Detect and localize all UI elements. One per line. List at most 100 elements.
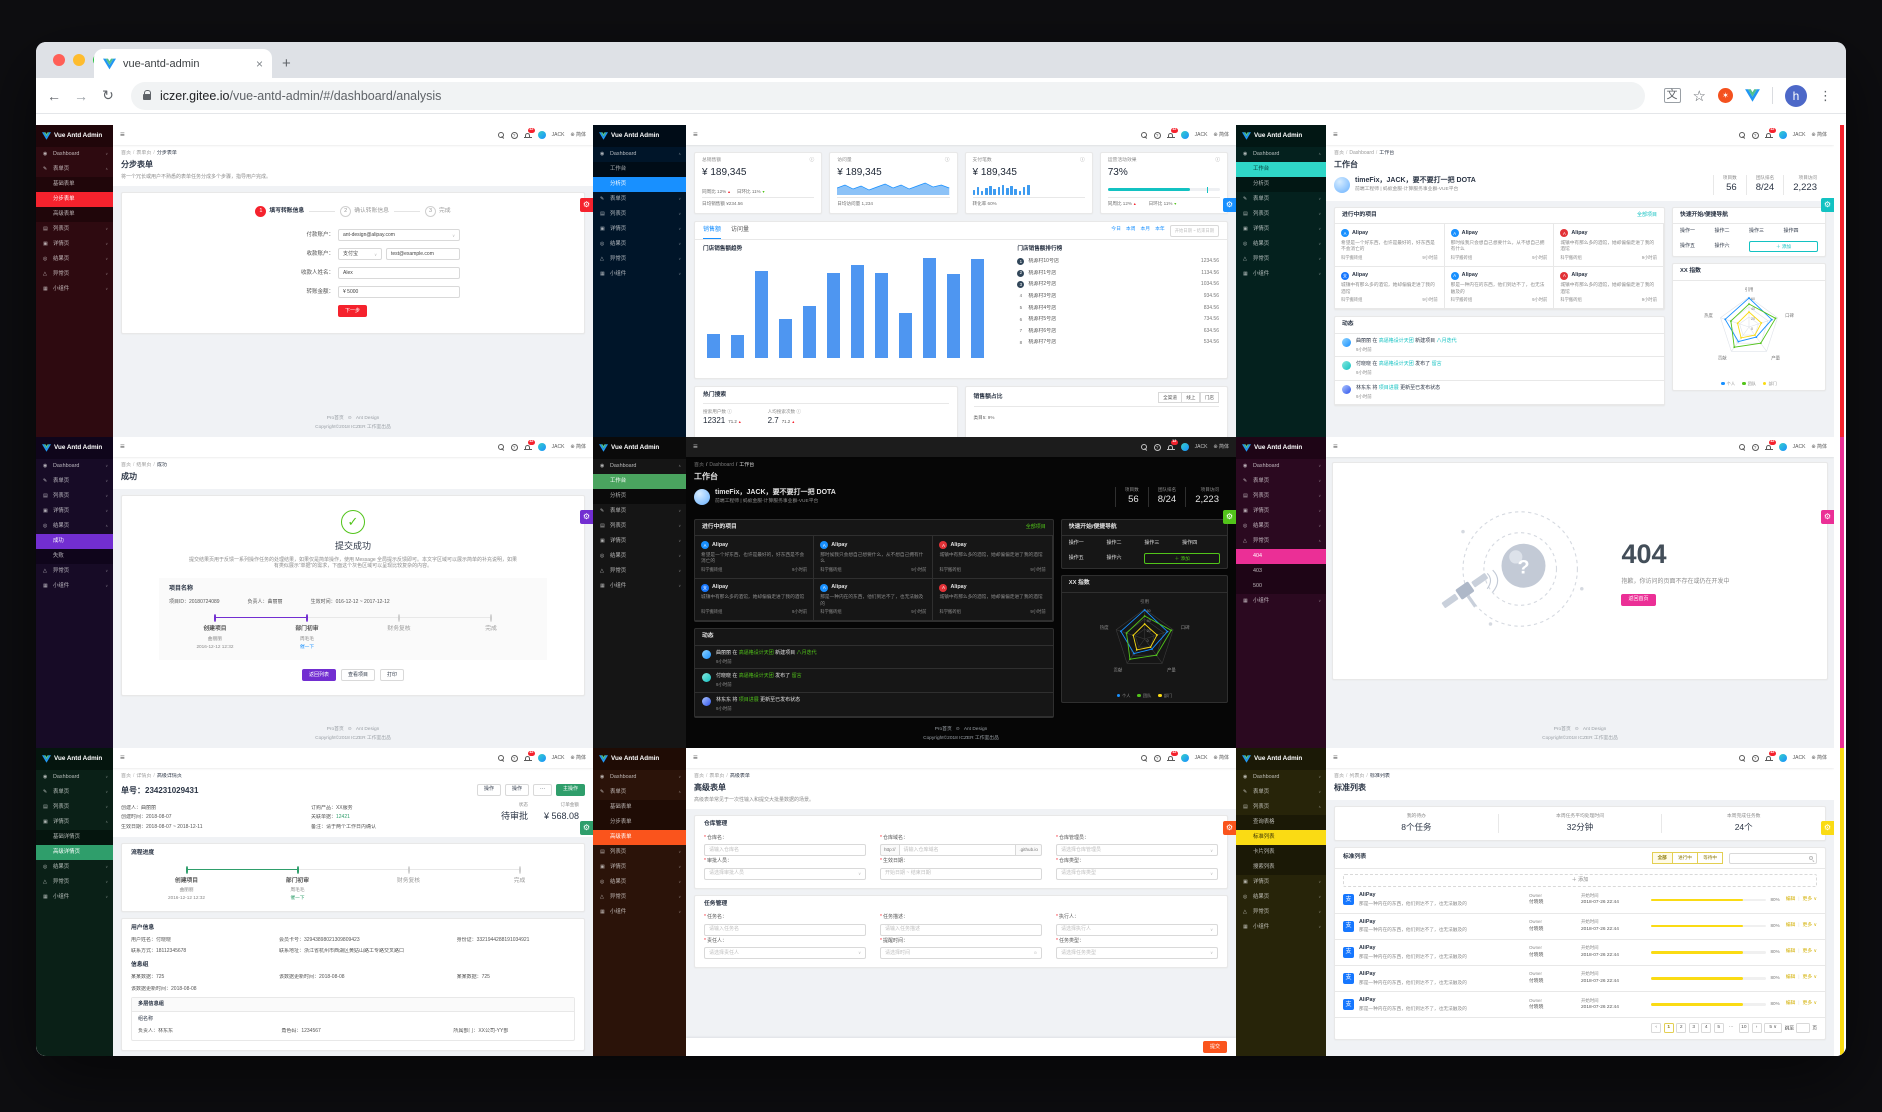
- sidebar-item[interactable]: ◎ 结果页 ∧: [43, 522, 108, 530]
- edit-link[interactable]: 编辑: [1785, 1001, 1796, 1007]
- all-projects-link[interactable]: 全部项目: [1637, 212, 1658, 219]
- sidebar-item[interactable]: ▣ 详情页 ∨: [600, 537, 681, 545]
- page-button[interactable]: 2: [1676, 1023, 1687, 1034]
- minimize-window-button[interactable]: [73, 54, 85, 66]
- select-field[interactable]: 请选择仓库类型 ∨: [1056, 867, 1218, 880]
- sidebar-item[interactable]: △ 异常页 ∨: [1243, 908, 1321, 916]
- project-cell[interactable]: A Alipay 希望是一个好东西，也许是最好的，好东西是不会消亡的 科学搬砖组 9小时…: [695, 536, 815, 579]
- sidebar-item[interactable]: ▤ 列表页 ∨: [600, 522, 681, 530]
- sidebar-item[interactable]: ▤ 列表页 ∨: [43, 803, 108, 811]
- filter-button[interactable]: 等待中: [1697, 852, 1723, 864]
- sidebar-subitem[interactable]: 高级详情页: [36, 845, 113, 860]
- search-icon[interactable]: [497, 754, 505, 762]
- edit-link[interactable]: 编辑: [1785, 975, 1796, 981]
- sidebar-subitem[interactable]: 失败: [53, 552, 64, 559]
- sidebar-subitem[interactable]: 搜索列表: [1253, 863, 1275, 870]
- browser-profile-avatar[interactable]: h: [1785, 84, 1807, 107]
- feed-link[interactable]: 高逼格设计天团: [738, 649, 774, 656]
- browser-menu-icon[interactable]: ⋮: [1819, 87, 1832, 103]
- sidebar-item[interactable]: ◉ Dashboard ∧: [1243, 150, 1321, 158]
- sidebar-item[interactable]: ▤ 列表页 ∨: [600, 210, 681, 218]
- theme-settings-gear[interactable]: ⚙: [1821, 198, 1834, 212]
- sidebar-subitem[interactable]: 分步表单: [36, 192, 113, 207]
- username[interactable]: JACK: [1792, 131, 1806, 138]
- sidebar-item[interactable]: ▣ 详情页 ∧: [43, 818, 108, 826]
- username[interactable]: JACK: [1792, 443, 1806, 450]
- sidebar-item[interactable]: ✎ 表单页 ∨: [1243, 477, 1321, 485]
- info-icon[interactable]: ⓘ: [809, 158, 815, 163]
- sidebar-item[interactable]: ◎ 结果页 ∨: [600, 878, 681, 886]
- sidebar-item[interactable]: ✎ 表单页 ∨: [1243, 788, 1321, 796]
- help-icon[interactable]: ?: [510, 754, 518, 762]
- text-input[interactable]: 请输入任务描述: [880, 923, 1042, 936]
- date-range-picker[interactable]: 开始日期 ~ 结束日期: [1169, 224, 1219, 237]
- project-team[interactable]: 科学搬砖组: [820, 566, 842, 572]
- github-icon[interactable]: ⊙: [347, 415, 352, 421]
- action-button[interactable]: ···: [532, 783, 552, 796]
- sidebar-collapse-icon[interactable]: ≡: [693, 129, 698, 139]
- sidebar-subitem[interactable]: 高级表单: [593, 830, 686, 845]
- footer-link[interactable]: Ant Design: [355, 415, 380, 421]
- user-avatar[interactable]: [537, 443, 546, 451]
- sidebar-item[interactable]: ◉ Dashboard ∨: [43, 150, 108, 158]
- back-home-button[interactable]: 返回首页: [1621, 593, 1656, 606]
- user-avatar[interactable]: [1180, 443, 1189, 451]
- quick-op-link[interactable]: 操作三: [1144, 540, 1160, 547]
- sidebar-subitem[interactable]: 分析页: [593, 177, 686, 192]
- action-button[interactable]: 操作: [476, 783, 501, 796]
- help-icon[interactable]: ?: [1153, 754, 1161, 762]
- sidebar-item[interactable]: ▦ 小组件 ∨: [1243, 597, 1321, 605]
- address-bar[interactable]: iczer.gitee.io/vue-antd-admin/#/dashboar…: [131, 81, 1645, 110]
- tab[interactable]: 访问量: [731, 226, 750, 233]
- footer-link[interactable]: Ant Design: [1582, 726, 1607, 732]
- project-team[interactable]: 科学搬砖组: [1450, 254, 1473, 260]
- project-cell[interactable]: A Alipay 那是一种内在的东西，他们到达不了，也无法触及的 科学搬砖组 9小时前: [814, 578, 934, 621]
- sidebar-item[interactable]: ✎ 表单页 ∨: [1243, 195, 1321, 203]
- quick-op-link[interactable]: 操作四: [1783, 228, 1799, 235]
- sidebar-item[interactable]: ▣ 详情页 ∨: [43, 240, 108, 248]
- sidebar-item[interactable]: ▤ 列表页 ∨: [43, 492, 108, 500]
- notification-bell-icon[interactable]: 12: [1166, 439, 1178, 451]
- select-field[interactable]: 请选择执行人 ∨: [1056, 923, 1218, 936]
- project-team[interactable]: 科学搬砖组: [820, 609, 842, 615]
- browser-tab[interactable]: vue-antd-admin ×: [94, 49, 272, 78]
- filter-button[interactable]: 进行中: [1672, 852, 1698, 864]
- sidebar-item[interactable]: ▦ 小组件 ∨: [600, 908, 681, 916]
- sidebar-collapse-icon[interactable]: ≡: [120, 441, 125, 451]
- quick-op-link[interactable]: 操作二: [1714, 228, 1730, 235]
- all-projects-link[interactable]: 全部项目: [1025, 524, 1046, 531]
- prev-page[interactable]: ‹: [1651, 1023, 1662, 1034]
- feed-link[interactable]: 项目进展: [738, 697, 759, 704]
- select-field[interactable]: ant-design@alipay.com ∨: [338, 229, 460, 242]
- project-cell[interactable]: A Alipay 城镇中有那么多的酒馆，她却偏偏走进了我的酒馆 科学搬砖组 9小时前: [1554, 266, 1665, 309]
- more-link[interactable]: 更多 ∨: [1802, 949, 1817, 955]
- theme-settings-gear[interactable]: ⚙: [580, 821, 593, 835]
- language-switch[interactable]: ⊕ 简体: [570, 754, 586, 761]
- language-switch[interactable]: ⊕ 简体: [1811, 754, 1827, 761]
- range-link[interactable]: 本周: [1125, 227, 1136, 233]
- filter-button[interactable]: 线上: [1181, 392, 1201, 404]
- action-button[interactable]: 操作: [504, 783, 529, 796]
- quick-op-link[interactable]: 操作一: [1068, 540, 1084, 547]
- info-icon[interactable]: ⓘ: [1215, 158, 1220, 163]
- language-switch[interactable]: ⊕ 简体: [1213, 754, 1229, 761]
- help-icon[interactable]: ?: [1751, 131, 1759, 139]
- sidebar-item[interactable]: △ 异常页 ∨: [600, 893, 681, 901]
- feed-link[interactable]: 留言: [791, 673, 802, 680]
- sidebar-collapse-icon[interactable]: ≡: [693, 752, 698, 762]
- language-switch[interactable]: ⊕ 简体: [1213, 131, 1229, 138]
- theme-settings-gear[interactable]: ⚙: [580, 198, 593, 212]
- sidebar-subitem[interactable]: 工作台: [610, 165, 627, 172]
- sidebar-subitem[interactable]: 查询表格: [1253, 818, 1275, 825]
- project-team[interactable]: 科学搬砖组: [939, 609, 961, 615]
- sidebar-item[interactable]: ▤ 列表页 ∨: [1243, 492, 1321, 500]
- more-link[interactable]: 更多 ∨: [1802, 975, 1817, 981]
- language-switch[interactable]: ⊕ 简体: [1811, 443, 1827, 450]
- app-logo[interactable]: Vue Antd Admin: [36, 125, 113, 147]
- sidebar-collapse-icon[interactable]: ≡: [1333, 129, 1338, 139]
- sidebar-item[interactable]: ▦ 小组件 ∨: [1243, 923, 1321, 931]
- primary-action-button[interactable]: 主操作: [555, 783, 585, 796]
- project-cell[interactable]: A Alipay 那时候我只会想自己想要什么，从不想自己拥有什么 科学搬砖组 9小时前: [1444, 224, 1555, 267]
- range-link[interactable]: 本月: [1140, 227, 1151, 233]
- jump-page-input[interactable]: [1796, 1023, 1811, 1034]
